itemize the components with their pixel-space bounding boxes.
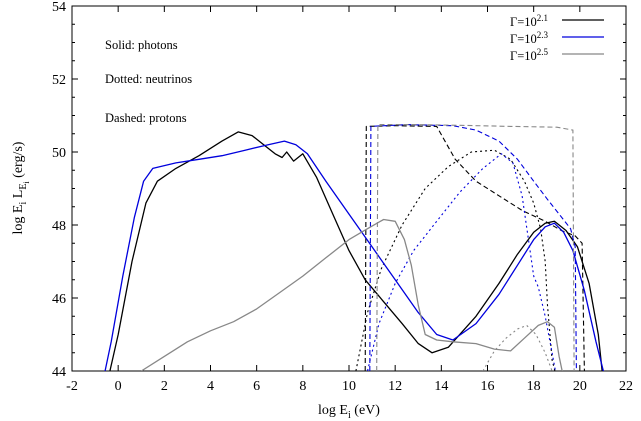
annotation-dashed: Dashed: protons — [105, 111, 187, 125]
annotation-dotted: Dotted: neutrinos — [105, 72, 192, 86]
y-tick-label: 44 — [52, 365, 66, 380]
x-tick-label: 12 — [388, 379, 402, 394]
x-tick-label: 2 — [161, 379, 168, 394]
x-tick-label: 22 — [619, 379, 633, 394]
y-tick-label: 54 — [52, 0, 66, 15]
y-tick-label: 50 — [52, 146, 66, 161]
legend-entry-3: Γ=102.5 — [510, 47, 604, 63]
series-1-dotted-line — [355, 149, 556, 371]
y-tick-label: 48 — [52, 219, 66, 234]
x-axis: -2 0 2 4 6 8 10 12 14 16 18 20 22 — [66, 6, 633, 394]
legend-entry-2: Γ=102.3 — [510, 30, 604, 46]
series-1-dashed-line — [364, 125, 585, 371]
annotation-solid: Solid: photons — [105, 38, 178, 52]
series-2-solid-line — [104, 140, 605, 371]
y-tick-label: 46 — [52, 292, 66, 307]
series-2-dotted-line — [366, 153, 557, 371]
series-3-solid-line — [140, 218, 563, 371]
x-tick-label: 20 — [573, 379, 587, 394]
x-axis-title: log Ei (eV) — [318, 403, 380, 421]
x-tick-label: 16 — [481, 379, 495, 394]
x-tick-label: 10 — [342, 379, 356, 394]
series-3-dotted-line — [482, 324, 553, 371]
legend: Γ=102.1 Γ=102.3 Γ=102.5 — [510, 13, 604, 63]
x-tick-label: 14 — [434, 379, 448, 394]
legend-label-1: Γ=102.1 — [510, 13, 548, 29]
plot-frame — [71, 5, 627, 372]
legend-label-2: Γ=102.3 — [510, 30, 549, 46]
y-axis: 44 46 48 50 52 54 — [52, 0, 626, 380]
y-tick-label: 52 — [52, 73, 66, 88]
x-tick-label: 18 — [527, 379, 541, 394]
plot-area — [104, 124, 605, 371]
x-tick-label: 4 — [207, 379, 214, 394]
series-3-dashed-line — [376, 124, 575, 371]
x-tick-label: 0 — [115, 379, 122, 394]
y-axis-title: log Ei LEi (erg/s) — [11, 141, 31, 234]
series-1-solid-line — [109, 131, 603, 371]
legend-entry-1: Γ=102.1 — [510, 13, 604, 29]
x-tick-label: 8 — [299, 379, 306, 394]
legend-label-3: Γ=102.5 — [510, 47, 549, 63]
x-tick-label: -2 — [66, 379, 78, 394]
series-2-dashed-line — [369, 124, 577, 371]
x-tick-label: 6 — [253, 379, 260, 394]
